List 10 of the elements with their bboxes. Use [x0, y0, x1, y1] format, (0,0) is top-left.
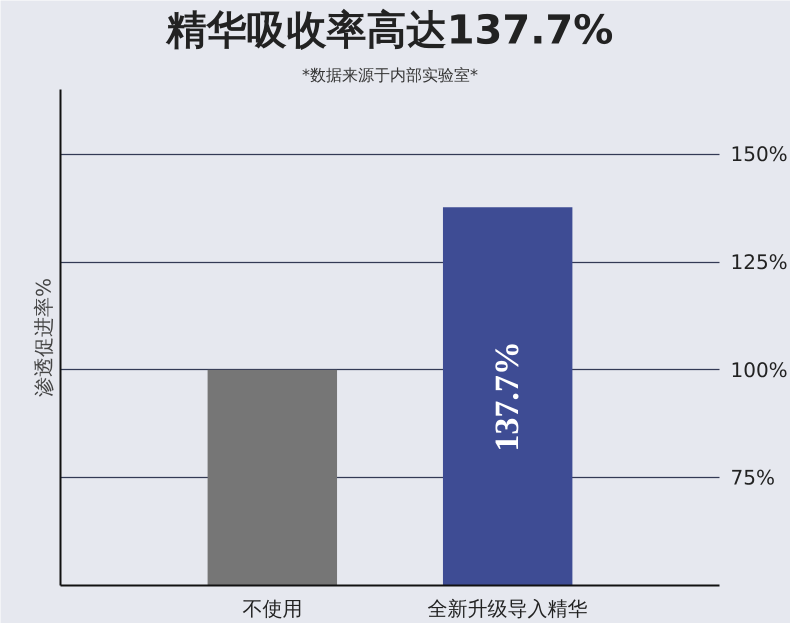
- chart-subtitle: *数据来源于内部实验室*: [302, 66, 478, 84]
- x-tick-label: 全新升级导入精华: [428, 596, 588, 620]
- y-tick-label: 100%: [730, 358, 788, 382]
- y-tick-label: 150%: [730, 142, 788, 166]
- y-tick-label: 75%: [730, 466, 775, 490]
- x-tick-label: 不使用: [242, 596, 302, 620]
- chart-title: 精华吸收率高达137.7%: [166, 8, 614, 54]
- y-axis-title: 渗透促进率%: [32, 278, 56, 397]
- y-tick-label: 125%: [730, 250, 788, 274]
- data-label: 137.7%: [489, 341, 526, 452]
